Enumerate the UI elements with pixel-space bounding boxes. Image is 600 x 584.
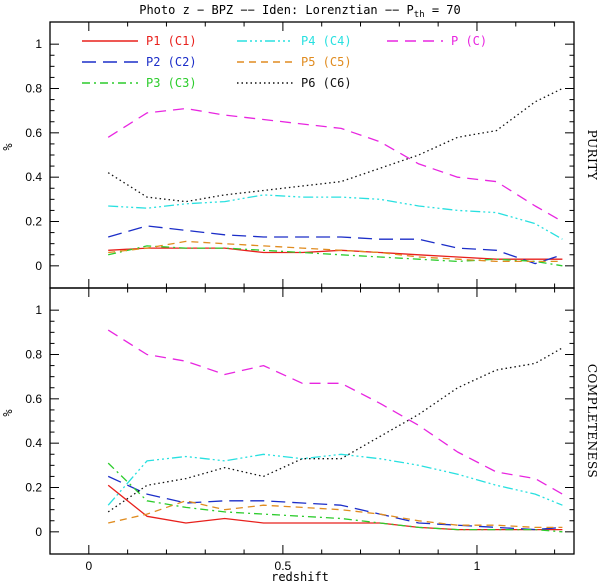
bottom-side-label: COMPLETENESS [585,364,599,478]
top-series-p2-c2 [108,225,563,265]
x-axis-title: redshift [271,570,329,584]
legend-label-p6-c6: P6 (C6) [301,76,352,90]
bottom-y-tick-label: 0 [35,525,42,539]
x-tick-label: 0 [85,559,92,573]
bottom-series-p3-c3 [107,462,563,533]
legend-label-p2-c2: P2 (C2) [146,55,197,69]
top-y-tick-label: 0.4 [25,170,42,184]
top-series-p-c [107,107,563,223]
title-end: = 70 [425,3,461,17]
legend-label-p4-c4: P4 (C4) [301,34,352,48]
legend-label-p5-c5: P5 (C5) [301,55,352,69]
bottom-y-tick-label: 0.4 [25,436,42,450]
bottom-series-p-c [107,329,563,495]
top-y-tick-label: 1 [35,37,42,51]
top-series-p4-c4 [108,194,563,240]
bottom-y-tick-label: 1 [35,303,42,317]
legend: P1 (C1) P2 (C2) P3 (C3) P4 (C4) P5 (C5) P6 (C… [82,34,487,90]
bottom-y-tick-label: 0.8 [25,348,42,362]
completeness-panel: 0 0.2 0.4 0.6 0.8 1 0 0.5 1% COMPLETENESS [1,287,599,573]
top-series-p3-c3 [108,245,563,267]
top-side-label: PURITY [585,130,599,181]
bottom-y-tick-label: 0.6 [25,392,42,406]
top-y-tick-label: 0.6 [25,126,42,140]
top-series-p6-c6 [107,87,563,203]
top-y-tick-label: 0.2 [25,215,42,229]
legend-label-p1-c1: P1 (C1) [146,34,197,48]
bottom-plot-frame [49,287,575,555]
x-tick-label: 0.5 [275,559,292,573]
bottom-series-p4-c4 [107,453,563,506]
top-y-tick-label: 0.8 [25,82,42,96]
figure-title: Photo z − BPZ −− Iden: Lorenztian −− Pth… [139,3,461,20]
legend-label-p3-c3: P3 (C3) [146,76,197,90]
top-series-p5-c5 [108,240,563,263]
bottom-y-axis-title: % [1,409,15,417]
top-y-axis-title: % [1,143,15,151]
legend-label-p-c: P (C) [451,34,487,48]
title-subscript: th [414,10,425,20]
bottom-series-p2-c2 [107,475,563,531]
bottom-y-tick-label: 0.2 [25,481,42,495]
top-y-tick-label: 0 [35,259,42,273]
x-tick-label: 1 [474,559,481,573]
title-main: Photo z − BPZ −− Iden: Lorenztian −− P [139,3,414,17]
bottom-series-p1-c1 [107,484,563,531]
bottom-series-p6-c6 [107,347,563,513]
